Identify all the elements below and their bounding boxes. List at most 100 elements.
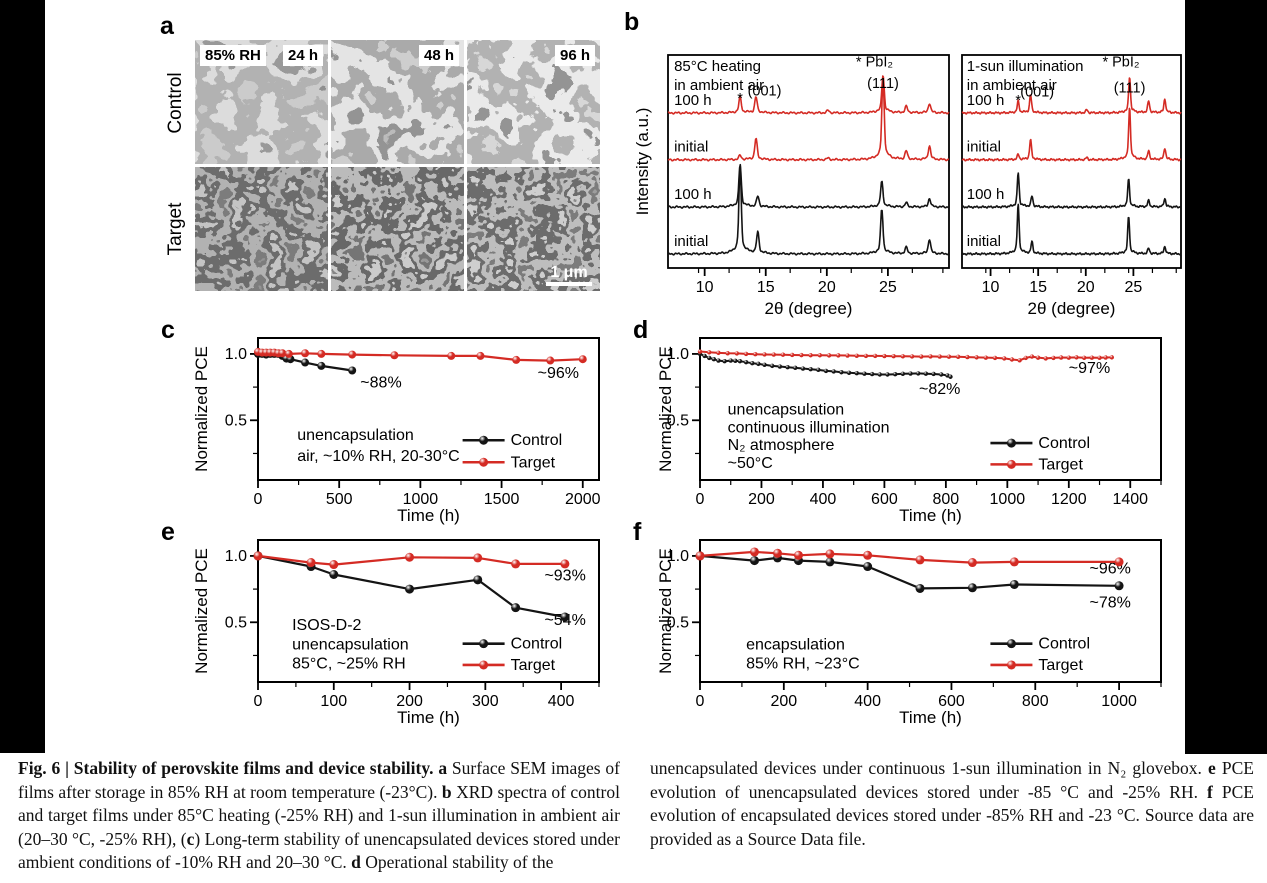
svg-text:Normalized PCE: Normalized PCE bbox=[656, 548, 675, 674]
svg-text:~78%: ~78% bbox=[1090, 594, 1131, 611]
svg-text:800: 800 bbox=[933, 491, 960, 508]
scale-bar-line bbox=[546, 282, 592, 286]
svg-text:unencapsulation: unencapsulation bbox=[297, 427, 414, 444]
svg-text:Normalized PCE: Normalized PCE bbox=[192, 346, 211, 472]
sem-image-control-48h: 48 h bbox=[331, 40, 464, 164]
svg-text:(111): (111) bbox=[1114, 80, 1146, 96]
time-tag-96h: 96 h bbox=[554, 45, 595, 66]
svg-text:Control: Control bbox=[511, 432, 563, 449]
panel-label-a: a bbox=[160, 12, 174, 40]
sem-image-target-48h bbox=[331, 167, 464, 291]
svg-text:25: 25 bbox=[1124, 279, 1142, 296]
svg-text:Target: Target bbox=[511, 657, 556, 674]
svg-text:N₂ atmosphere: N₂ atmosphere bbox=[728, 437, 835, 454]
xrd-chart-heating: 10 15 20 25 2θ (degree) Intensity (a.u.) 85°C … bbox=[635, 54, 950, 318]
svg-text:* PbI₂: * PbI₂ bbox=[856, 55, 893, 71]
sem-image-target-96h: 1 μm bbox=[467, 167, 600, 291]
sem-image-target-24h bbox=[195, 167, 328, 291]
xrd-chart-illumination: 10 15 20 25 2θ (degree) 1-sun illumination in … bbox=[961, 54, 1182, 318]
svg-text:300: 300 bbox=[472, 693, 499, 710]
svg-text:15: 15 bbox=[1029, 279, 1047, 296]
svg-text:Normalized PCE: Normalized PCE bbox=[656, 346, 675, 472]
svg-text:1.0: 1.0 bbox=[225, 346, 247, 363]
svg-text:~88%: ~88% bbox=[360, 375, 401, 392]
svg-text:Control: Control bbox=[1038, 636, 1090, 653]
svg-text:~97%: ~97% bbox=[1069, 360, 1110, 377]
svg-text:200: 200 bbox=[770, 693, 797, 710]
svg-text:initial: initial bbox=[967, 139, 1001, 156]
svg-text:500: 500 bbox=[326, 491, 353, 508]
svg-text:* PbI₂: * PbI₂ bbox=[1102, 55, 1139, 71]
svg-text:100 h: 100 h bbox=[967, 92, 1005, 109]
svg-text:1400: 1400 bbox=[1112, 491, 1148, 508]
svg-text:10: 10 bbox=[982, 279, 1000, 296]
panel-label-f: f bbox=[633, 518, 642, 546]
svg-text:air, ~10% RH, 20-30°C: air, ~10% RH, 20-30°C bbox=[297, 448, 459, 465]
panel-label-e: e bbox=[161, 518, 175, 546]
left-black-margin bbox=[0, 0, 45, 753]
svg-text:600: 600 bbox=[871, 491, 898, 508]
svg-text:85°C heating: 85°C heating bbox=[674, 58, 761, 75]
panel-label-b: b bbox=[624, 8, 640, 36]
svg-text:0.5: 0.5 bbox=[225, 614, 247, 631]
svg-text:100 h: 100 h bbox=[674, 92, 712, 109]
svg-text:Time (h): Time (h) bbox=[899, 708, 962, 727]
svg-text:Time (h): Time (h) bbox=[899, 506, 962, 525]
scale-bar: 1 μm bbox=[546, 264, 592, 286]
sem-image-control-96h: 96 h bbox=[467, 40, 600, 164]
svg-text:~93%: ~93% bbox=[544, 567, 585, 584]
svg-text:Time (h): Time (h) bbox=[397, 708, 460, 727]
svg-text:1000: 1000 bbox=[1101, 693, 1137, 710]
svg-text:(001): (001) bbox=[748, 83, 782, 99]
svg-text:2θ (degree): 2θ (degree) bbox=[1028, 299, 1116, 318]
svg-text:Time (h): Time (h) bbox=[397, 506, 460, 525]
svg-text:85°C, ~25% RH: 85°C, ~25% RH bbox=[292, 656, 406, 673]
panel-label-d: d bbox=[633, 316, 649, 344]
pce-chart-operational: 0 200 400 600 800 1000 1200 1400 1.0 0.5 Time (h) N… bbox=[656, 337, 1162, 525]
svg-text:800: 800 bbox=[1022, 693, 1049, 710]
svg-text:~50°C: ~50°C bbox=[728, 455, 773, 472]
svg-text:Target: Target bbox=[511, 454, 556, 471]
humidity-tag: 85% RH bbox=[200, 45, 266, 66]
svg-text:1.0: 1.0 bbox=[667, 346, 689, 363]
svg-text:0: 0 bbox=[254, 693, 263, 710]
svg-text:0: 0 bbox=[254, 491, 263, 508]
svg-text:initial: initial bbox=[674, 139, 708, 156]
svg-text:0: 0 bbox=[696, 693, 705, 710]
svg-text:Target: Target bbox=[1038, 456, 1083, 473]
time-tag-24h: 24 h bbox=[282, 45, 323, 66]
svg-text:2θ (degree): 2θ (degree) bbox=[765, 299, 853, 318]
pce-chart-isos-d2: 0 100 200 300 400 1.0 0.5 Time (h) Normalized PC… bbox=[192, 539, 600, 727]
svg-text:1000: 1000 bbox=[990, 491, 1026, 508]
pce-chart-encapsulated: 0 200 400 600 800 1000 1.0 0.5 Time (h) Normalize… bbox=[656, 539, 1162, 727]
svg-text:1.0: 1.0 bbox=[225, 548, 247, 565]
svg-text:600: 600 bbox=[938, 693, 965, 710]
svg-text:10: 10 bbox=[696, 279, 714, 296]
caption-column-2: unencapsulated devices under continuous … bbox=[650, 758, 1254, 849]
svg-text:0.5: 0.5 bbox=[225, 412, 247, 429]
svg-text:1000: 1000 bbox=[403, 491, 439, 508]
panel-label-c: c bbox=[161, 316, 175, 344]
pce-chart-ambient-storage: 0 500 1000 1500 2000 1.0 0.5 Time (h) Normalized… bbox=[192, 337, 601, 525]
svg-text:1.0: 1.0 bbox=[667, 548, 689, 565]
svg-text:Intensity (a.u.): Intensity (a.u.) bbox=[635, 108, 652, 216]
svg-text:15: 15 bbox=[757, 279, 775, 296]
svg-text:25: 25 bbox=[879, 279, 897, 296]
svg-text:Target: Target bbox=[1038, 657, 1083, 674]
sem-image-grid: 85% RH 24 h 48 h 96 h 1 μm bbox=[195, 40, 600, 291]
svg-text:Normalized PCE: Normalized PCE bbox=[192, 548, 211, 674]
svg-text:continuous illumination: continuous illumination bbox=[728, 419, 890, 436]
svg-text:400: 400 bbox=[854, 693, 881, 710]
svg-text:1-sun illumination: 1-sun illumination bbox=[967, 58, 1084, 75]
svg-text:100 h: 100 h bbox=[967, 186, 1005, 203]
sem-row-label-control: Control bbox=[165, 72, 186, 134]
svg-text:in ambient air: in ambient air bbox=[967, 77, 1057, 94]
svg-text:100 h: 100 h bbox=[674, 186, 712, 203]
svg-text:~96%: ~96% bbox=[538, 365, 579, 382]
svg-text:20: 20 bbox=[1077, 279, 1095, 296]
svg-text:initial: initial bbox=[674, 233, 708, 250]
sem-row-label-target: Target bbox=[165, 202, 186, 256]
svg-text:Control: Control bbox=[511, 636, 563, 653]
svg-text:85% RH, ~23°C: 85% RH, ~23°C bbox=[746, 656, 860, 673]
